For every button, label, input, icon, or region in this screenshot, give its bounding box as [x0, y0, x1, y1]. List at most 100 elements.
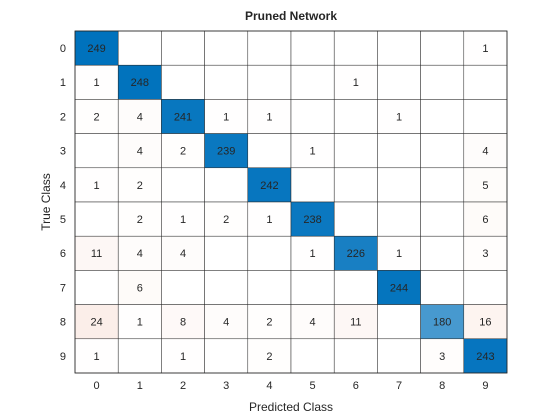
empty-cell [290, 338, 335, 374]
cell-label: 11 [350, 317, 361, 329]
cell-label: 4 [223, 317, 229, 329]
cell [117, 99, 162, 134]
cell [247, 99, 292, 134]
cell [463, 338, 508, 374]
cell-label: 4 [310, 317, 316, 329]
empty-cell [333, 30, 378, 66]
empty-cell [377, 304, 421, 340]
x-axis-label: Predicted Class [249, 400, 333, 414]
y-tick-label: 0 [60, 43, 66, 55]
cell [247, 167, 292, 203]
empty-cell [420, 235, 465, 271]
cell-label: 2 [266, 351, 272, 363]
x-tick-label: 5 [310, 380, 316, 392]
cell-label: 226 [347, 248, 365, 260]
cell-label: 2 [266, 317, 272, 329]
cell-label: 4 [482, 146, 488, 158]
cell-label: 1 [396, 248, 402, 260]
cell-label: 3 [439, 351, 445, 363]
x-tick-label: 9 [482, 380, 488, 392]
x-tick-label: 3 [223, 380, 229, 392]
cell-label: 2 [137, 180, 143, 192]
empty-cell [290, 270, 335, 305]
empty-cell [333, 167, 378, 203]
empty-cell [247, 133, 292, 169]
cell [290, 235, 335, 271]
empty-cell [290, 64, 335, 100]
empty-cell [377, 30, 421, 66]
empty-cell [290, 167, 335, 203]
cell-label: 4 [137, 248, 143, 260]
empty-cell [247, 270, 292, 305]
empty-cell [333, 338, 378, 374]
cell [161, 99, 205, 134]
cell-label: 1 [266, 214, 272, 226]
cell-label: 249 [87, 43, 105, 55]
cell-label: 242 [260, 180, 278, 192]
empty-cell [74, 270, 119, 305]
empty-cell [161, 270, 205, 305]
cell [290, 304, 335, 340]
cell-label: 1 [353, 77, 359, 89]
cell [463, 167, 508, 203]
empty-cell [247, 30, 292, 66]
empty-cell [463, 64, 508, 100]
y-tick-label: 6 [60, 248, 66, 260]
empty-cell [420, 167, 465, 203]
x-tick-label: 6 [353, 380, 359, 392]
cell-label: 3 [482, 248, 488, 260]
cell-label: 1 [94, 77, 100, 89]
cell-label: 238 [303, 214, 321, 226]
cell-label: 1 [180, 214, 186, 226]
x-tick-label: 8 [439, 380, 445, 392]
y-tick-label: 9 [60, 351, 66, 363]
empty-cell [333, 201, 378, 237]
empty-cell [377, 167, 421, 203]
cell [247, 338, 292, 374]
cell [247, 201, 292, 237]
empty-cell [204, 64, 249, 100]
empty-cell [161, 167, 205, 203]
cell-label: 1 [137, 317, 143, 329]
cell-label: 4 [180, 248, 186, 260]
cell [204, 304, 249, 340]
cell-label: 239 [217, 146, 235, 158]
cell [204, 133, 249, 169]
cell [74, 338, 119, 374]
empty-cell [333, 99, 378, 134]
empty-cell [377, 64, 421, 100]
empty-cell [333, 133, 378, 169]
cell-label: 1 [180, 351, 186, 363]
cell-label: 1 [94, 351, 100, 363]
cell [74, 64, 119, 100]
cell [161, 201, 205, 237]
empty-cell [247, 235, 292, 271]
empty-cell [204, 235, 249, 271]
cell-label: 1 [310, 146, 316, 158]
empty-cell [161, 30, 205, 66]
cell-label: 16 [479, 317, 491, 329]
cell [290, 201, 335, 237]
cell-label: 2 [137, 214, 143, 226]
empty-cell [290, 30, 335, 66]
plot-border [74, 30, 508, 374]
y-axis-label: True Class [39, 173, 53, 231]
chart-title: Pruned Network [245, 9, 337, 23]
cell [117, 133, 162, 169]
empty-cell [377, 133, 421, 169]
empty-cell [420, 30, 465, 66]
cell [204, 99, 249, 134]
cell [161, 304, 205, 340]
cell [290, 133, 335, 169]
cell [117, 167, 162, 203]
cell [420, 338, 465, 374]
empty-cell [74, 201, 119, 237]
cell [74, 304, 119, 340]
empty-cell [463, 99, 508, 134]
x-tick-label: 1 [137, 380, 143, 392]
cell [74, 167, 119, 203]
cell [161, 338, 205, 374]
cell [377, 270, 421, 305]
cell [161, 133, 205, 169]
